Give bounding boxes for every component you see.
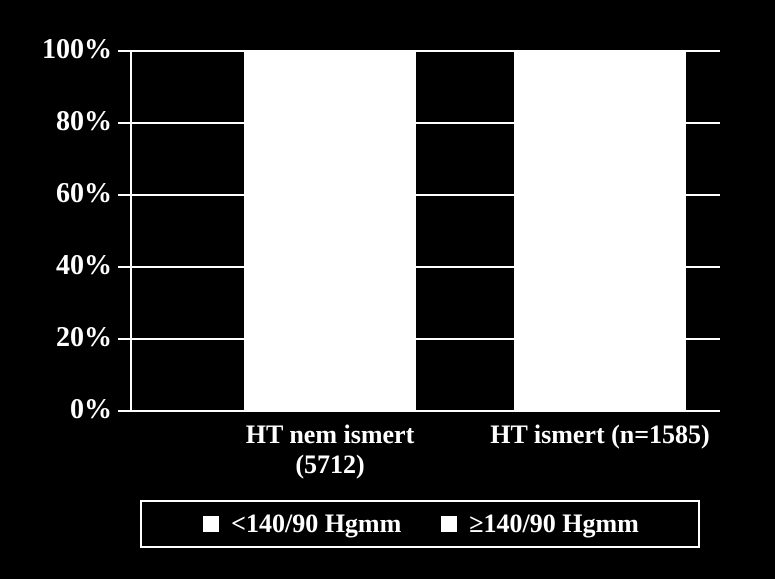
y-axis: [130, 50, 132, 410]
plot-area: 0%20%40%60%80%100%: [130, 50, 720, 410]
y-tick-label: 40%: [56, 250, 112, 282]
category-label-line1: HT nem ismert: [180, 420, 480, 450]
y-tick-label: 20%: [56, 322, 112, 354]
legend-label: ≥140/90 Hgmm: [469, 509, 639, 539]
category-label: HT nem ismert(5712): [180, 420, 480, 480]
bar: [514, 50, 686, 410]
y-tick: [118, 266, 130, 268]
category-label-line1: HT ismert (n=1585): [450, 420, 750, 450]
legend-label: <140/90 Hgmm: [231, 509, 401, 539]
y-tick: [118, 50, 130, 52]
legend-swatch: [439, 514, 459, 534]
y-tick-label: 80%: [56, 106, 112, 138]
category-label-line2: (5712): [180, 450, 480, 480]
y-tick-label: 100%: [42, 34, 112, 66]
y-tick: [118, 122, 130, 124]
grid-line: [130, 410, 720, 412]
legend-swatch: [201, 514, 221, 534]
y-tick: [118, 194, 130, 196]
legend-item: ≥140/90 Hgmm: [439, 509, 639, 539]
legend-item: <140/90 Hgmm: [201, 509, 401, 539]
y-tick: [118, 410, 130, 412]
bar: [244, 50, 416, 410]
y-tick-label: 0%: [70, 394, 112, 426]
stacked-bar-chart: 0%20%40%60%80%100%HT nem ismert(5712)HT …: [0, 0, 775, 579]
y-tick: [118, 338, 130, 340]
category-label: HT ismert (n=1585): [450, 420, 750, 450]
y-tick-label: 60%: [56, 178, 112, 210]
legend: <140/90 Hgmm ≥140/90 Hgmm: [140, 500, 700, 548]
